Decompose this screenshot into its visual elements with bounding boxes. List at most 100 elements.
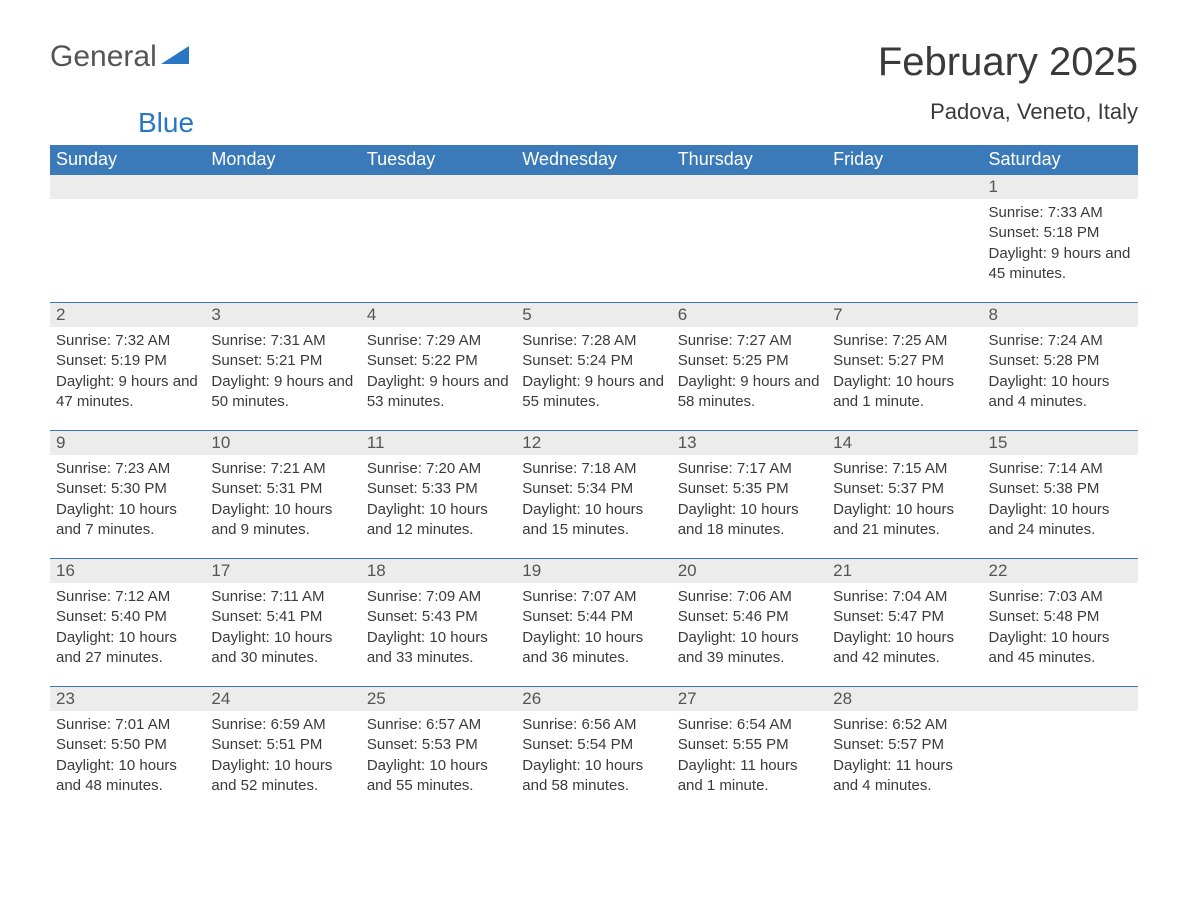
sunrise-line: Sunrise: 7:21 AM [211, 459, 354, 479]
sunset-line: Sunset: 5:28 PM [989, 351, 1132, 371]
sunset-line: Sunset: 5:57 PM [833, 735, 976, 755]
day-number: 10 [205, 431, 360, 455]
sunset-line: Sunset: 5:21 PM [211, 351, 354, 371]
sunrise-line: Sunrise: 7:32 AM [56, 331, 199, 351]
calendar-week: 23Sunrise: 7:01 AMSunset: 5:50 PMDayligh… [50, 687, 1138, 815]
day-number: 27 [672, 687, 827, 711]
daylight-line: Daylight: 11 hours and 4 minutes. [833, 756, 976, 797]
calendar-cell: 15Sunrise: 7:14 AMSunset: 5:38 PMDayligh… [983, 431, 1138, 559]
calendar-cell: 4Sunrise: 7:29 AMSunset: 5:22 PMDaylight… [361, 303, 516, 431]
sunrise-line: Sunrise: 7:15 AM [833, 459, 976, 479]
sunset-line: Sunset: 5:24 PM [522, 351, 665, 371]
page-title: February 2025 [878, 40, 1138, 85]
day-details: Sunrise: 7:04 AMSunset: 5:47 PMDaylight:… [827, 583, 982, 672]
day-details: Sunrise: 7:01 AMSunset: 5:50 PMDaylight:… [50, 711, 205, 800]
day-number: 28 [827, 687, 982, 711]
day-number: 16 [50, 559, 205, 583]
daylight-line: Daylight: 10 hours and 42 minutes. [833, 628, 976, 669]
sunrise-line: Sunrise: 7:11 AM [211, 587, 354, 607]
brand-logo: General [50, 40, 193, 74]
sunrise-line: Sunrise: 7:06 AM [678, 587, 821, 607]
brand-text-1: General [50, 40, 157, 74]
day-header: Friday [827, 145, 982, 175]
sunrise-line: Sunrise: 6:59 AM [211, 715, 354, 735]
day-number: 18 [361, 559, 516, 583]
day-details: Sunrise: 6:52 AMSunset: 5:57 PMDaylight:… [827, 711, 982, 800]
sunset-line: Sunset: 5:41 PM [211, 607, 354, 627]
daylight-line: Daylight: 10 hours and 24 minutes. [989, 500, 1132, 541]
day-number: 25 [361, 687, 516, 711]
day-details: Sunrise: 7:33 AMSunset: 5:18 PMDaylight:… [983, 199, 1138, 288]
daylight-line: Daylight: 10 hours and 36 minutes. [522, 628, 665, 669]
calendar-cell: 13Sunrise: 7:17 AMSunset: 5:35 PMDayligh… [672, 431, 827, 559]
calendar-week: 2Sunrise: 7:32 AMSunset: 5:19 PMDaylight… [50, 303, 1138, 431]
calendar-cell: 16Sunrise: 7:12 AMSunset: 5:40 PMDayligh… [50, 559, 205, 687]
calendar-cell [827, 175, 982, 303]
day-number: 26 [516, 687, 671, 711]
sunrise-line: Sunrise: 7:23 AM [56, 459, 199, 479]
day-number: 4 [361, 303, 516, 327]
day-details: Sunrise: 7:31 AMSunset: 5:21 PMDaylight:… [205, 327, 360, 416]
calendar-cell: 23Sunrise: 7:01 AMSunset: 5:50 PMDayligh… [50, 687, 205, 815]
day-number: 23 [50, 687, 205, 711]
sunset-line: Sunset: 5:22 PM [367, 351, 510, 371]
calendar-cell [672, 175, 827, 303]
sunrise-line: Sunrise: 6:54 AM [678, 715, 821, 735]
day-number [672, 175, 827, 199]
daylight-line: Daylight: 10 hours and 39 minutes. [678, 628, 821, 669]
sunset-line: Sunset: 5:27 PM [833, 351, 976, 371]
calendar-body: 1Sunrise: 7:33 AMSunset: 5:18 PMDaylight… [50, 175, 1138, 815]
daylight-line: Daylight: 10 hours and 1 minute. [833, 372, 976, 413]
daylight-line: Daylight: 10 hours and 18 minutes. [678, 500, 821, 541]
sunset-line: Sunset: 5:51 PM [211, 735, 354, 755]
day-header: Saturday [983, 145, 1138, 175]
sunset-line: Sunset: 5:34 PM [522, 479, 665, 499]
calendar-table: SundayMondayTuesdayWednesdayThursdayFrid… [50, 145, 1138, 815]
sunset-line: Sunset: 5:54 PM [522, 735, 665, 755]
sunrise-line: Sunrise: 7:09 AM [367, 587, 510, 607]
calendar-cell: 3Sunrise: 7:31 AMSunset: 5:21 PMDaylight… [205, 303, 360, 431]
sunrise-line: Sunrise: 7:31 AM [211, 331, 354, 351]
day-number: 6 [672, 303, 827, 327]
day-details: Sunrise: 7:32 AMSunset: 5:19 PMDaylight:… [50, 327, 205, 416]
calendar-cell: 11Sunrise: 7:20 AMSunset: 5:33 PMDayligh… [361, 431, 516, 559]
day-details: Sunrise: 7:12 AMSunset: 5:40 PMDaylight:… [50, 583, 205, 672]
day-details: Sunrise: 6:59 AMSunset: 5:51 PMDaylight:… [205, 711, 360, 800]
day-number: 3 [205, 303, 360, 327]
calendar-cell: 21Sunrise: 7:04 AMSunset: 5:47 PMDayligh… [827, 559, 982, 687]
daylight-line: Daylight: 10 hours and 15 minutes. [522, 500, 665, 541]
calendar-header-row: SundayMondayTuesdayWednesdayThursdayFrid… [50, 145, 1138, 175]
day-details: Sunrise: 7:14 AMSunset: 5:38 PMDaylight:… [983, 455, 1138, 544]
brand-sail-icon [157, 40, 193, 74]
calendar-week: 16Sunrise: 7:12 AMSunset: 5:40 PMDayligh… [50, 559, 1138, 687]
sunset-line: Sunset: 5:19 PM [56, 351, 199, 371]
daylight-line: Daylight: 10 hours and 33 minutes. [367, 628, 510, 669]
daylight-line: Daylight: 9 hours and 53 minutes. [367, 372, 510, 413]
daylight-line: Daylight: 10 hours and 58 minutes. [522, 756, 665, 797]
sunset-line: Sunset: 5:44 PM [522, 607, 665, 627]
sunrise-line: Sunrise: 7:12 AM [56, 587, 199, 607]
day-header: Sunday [50, 145, 205, 175]
day-details: Sunrise: 7:18 AMSunset: 5:34 PMDaylight:… [516, 455, 671, 544]
calendar-cell: 24Sunrise: 6:59 AMSunset: 5:51 PMDayligh… [205, 687, 360, 815]
sunrise-line: Sunrise: 6:57 AM [367, 715, 510, 735]
day-number: 13 [672, 431, 827, 455]
calendar-cell: 26 Sunrise: 6:56 AMSunset: 5:54 PMDayligh… [516, 687, 671, 815]
day-details: Sunrise: 6:54 AMSunset: 5:55 PMDaylight:… [672, 711, 827, 800]
sunrise-line: Sunrise: 7:04 AM [833, 587, 976, 607]
day-number: 19 [516, 559, 671, 583]
daylight-line: Daylight: 10 hours and 12 minutes. [367, 500, 510, 541]
sunrise-line: Sunrise: 6:56 AM [522, 715, 665, 735]
day-number [205, 175, 360, 199]
calendar-cell: 8Sunrise: 7:24 AMSunset: 5:28 PMDaylight… [983, 303, 1138, 431]
day-number: 7 [827, 303, 982, 327]
daylight-line: Daylight: 10 hours and 7 minutes. [56, 500, 199, 541]
sunrise-line: Sunrise: 6:52 AM [833, 715, 976, 735]
sunset-line: Sunset: 5:46 PM [678, 607, 821, 627]
day-details: Sunrise: 7:23 AMSunset: 5:30 PMDaylight:… [50, 455, 205, 544]
calendar-cell [516, 175, 671, 303]
day-number: 1 [983, 175, 1138, 199]
daylight-line: Daylight: 9 hours and 50 minutes. [211, 372, 354, 413]
day-number: 17 [205, 559, 360, 583]
daylight-line: Daylight: 10 hours and 48 minutes. [56, 756, 199, 797]
